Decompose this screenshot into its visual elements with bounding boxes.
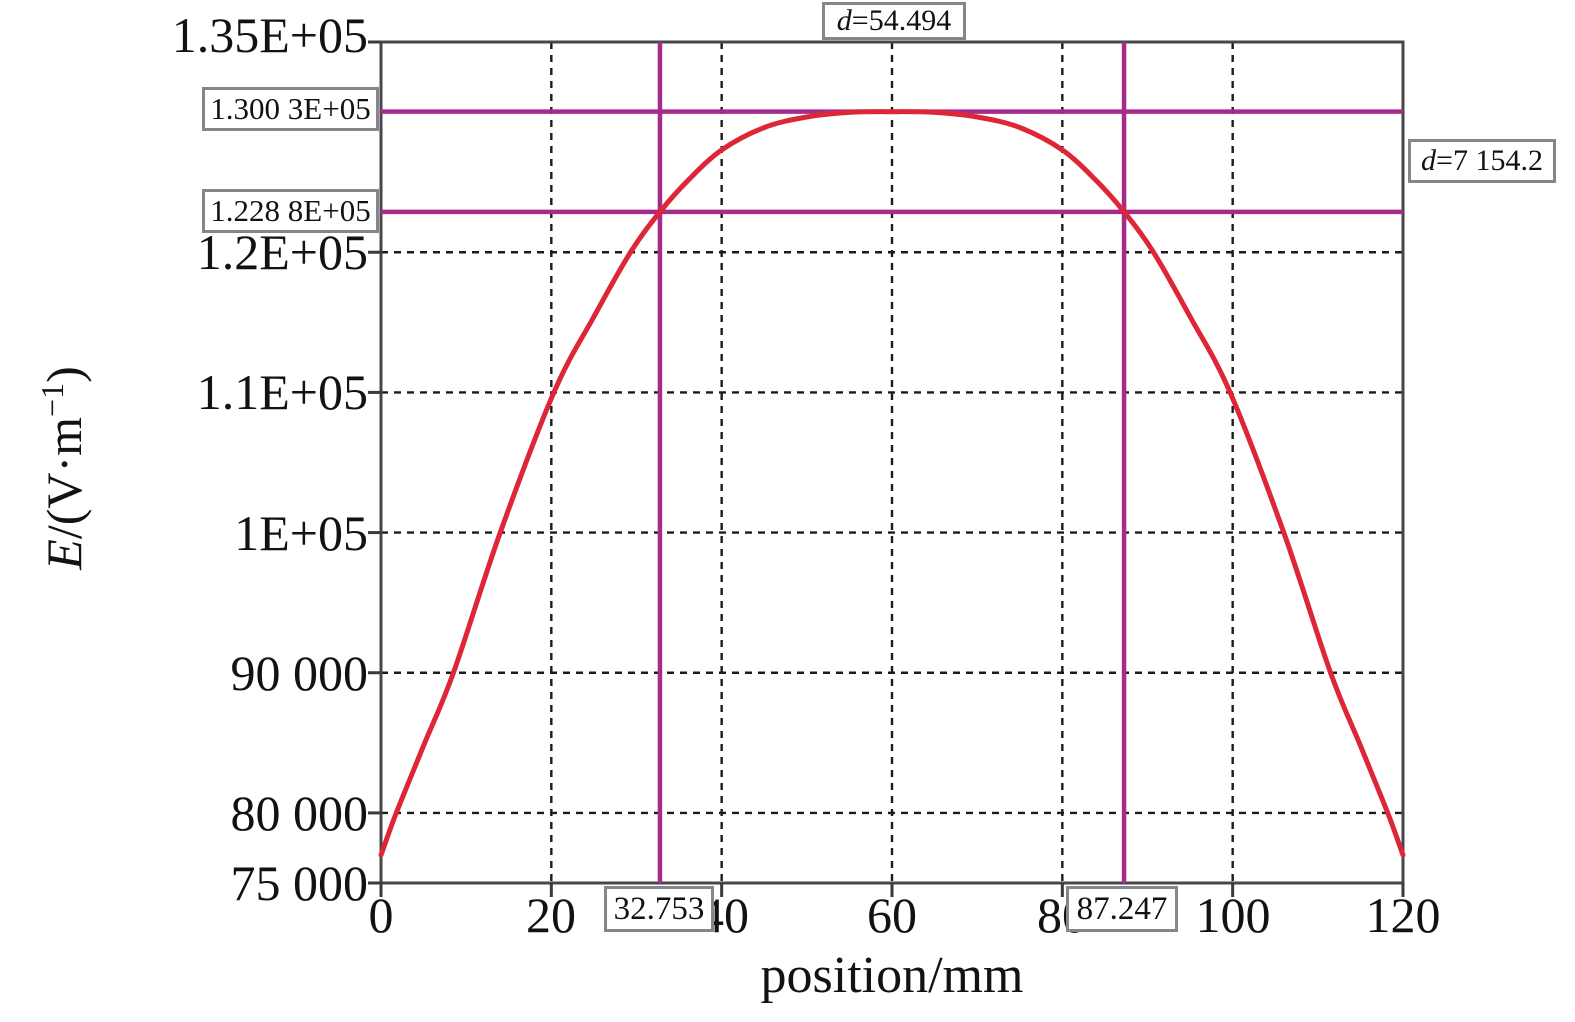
delta-height-readout: d =7 154.2	[1408, 139, 1556, 183]
y-axis-unit-close: )	[35, 366, 92, 383]
xtick-label-20: 20	[526, 887, 576, 943]
y-axis-unit-open: /(V·m	[35, 416, 92, 540]
ytick-label-90000: 90 000	[230, 645, 369, 701]
cursor-value-box-left-line: 32.753	[604, 886, 714, 932]
delta-height-value: =7 154.2	[1436, 144, 1543, 177]
cursor-value-box-right-line: 87.247	[1066, 886, 1178, 932]
cursor-value-box-lower-line: 1.228 8E+05	[202, 189, 379, 233]
cursor-value-box-upper-line: 1.300 3E+05	[202, 87, 379, 131]
delta-width-value: =54.494	[851, 4, 952, 37]
delta-width-symbol: d	[836, 4, 852, 37]
delta-width-readout: d =54.494	[822, 2, 966, 40]
x-axis-title: position/mm	[760, 947, 1024, 1004]
ytick-label-110000: 1.1E+05	[196, 364, 368, 420]
delta-height-symbol: d	[1421, 144, 1437, 177]
y-axis-title: E/(V·m−1)	[25, 366, 92, 570]
xtick-label-120: 120	[1365, 887, 1441, 943]
y-axis-unit-exponent: −1	[34, 382, 71, 417]
xtick-label-100: 100	[1195, 887, 1271, 943]
ytick-label-135000: 1.35E+05	[171, 7, 368, 63]
series-curve	[378, 109, 1406, 858]
xtick-label-60: 60	[867, 887, 917, 943]
ytick-label-100000: 1E+05	[234, 505, 368, 561]
y-axis-variable: E	[35, 539, 92, 570]
xtick-label-0: 0	[368, 887, 394, 943]
ytick-label-75000: 75 000	[230, 855, 369, 911]
ytick-label-80000: 80 000	[230, 785, 369, 841]
ytick-label-120000: 1.2E+05	[196, 224, 368, 280]
